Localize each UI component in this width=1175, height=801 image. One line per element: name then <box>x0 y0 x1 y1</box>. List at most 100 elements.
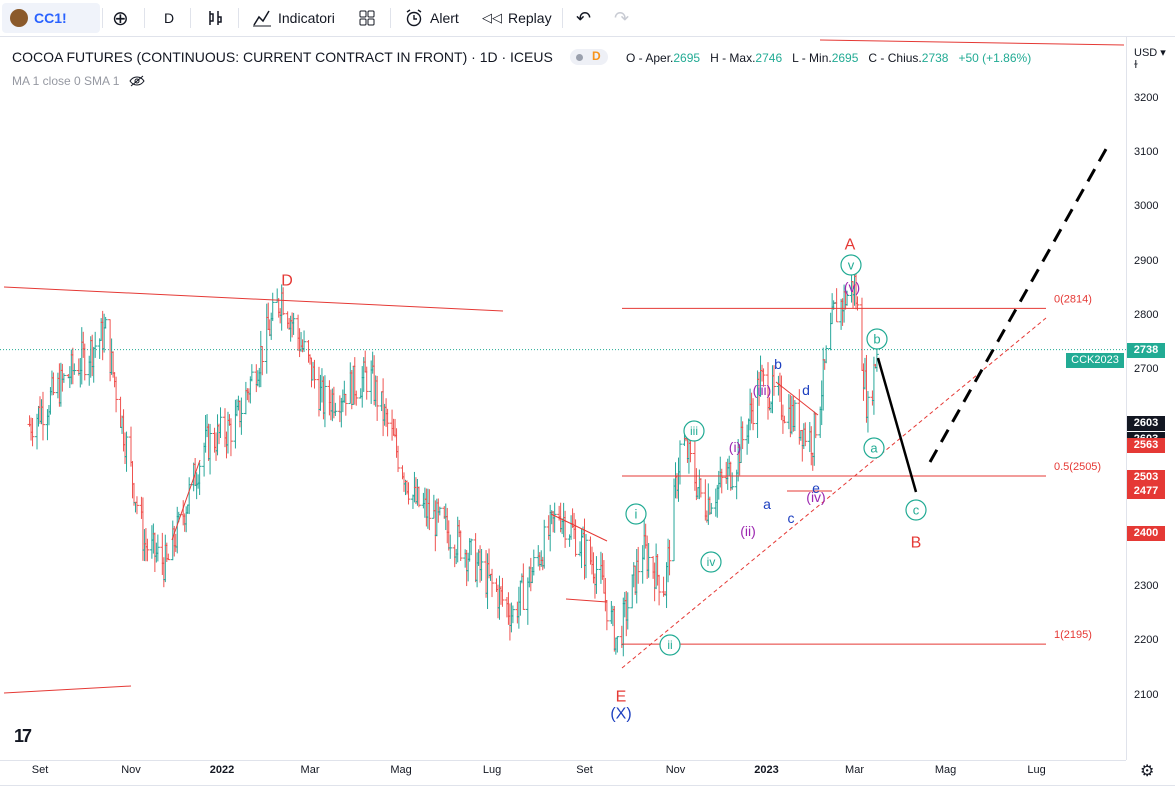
indicators-icon <box>253 10 271 27</box>
y-tick-label: 3100 <box>1134 146 1159 159</box>
close-value: 2738 <box>921 51 949 65</box>
tradingview-logo[interactable]: 17 <box>14 726 32 746</box>
toolbar-divider <box>562 8 563 28</box>
alarm-clock-icon <box>406 9 422 27</box>
interval-button[interactable]: D <box>164 0 174 36</box>
x-tick-label: Mag <box>934 764 957 776</box>
settings-gear-icon[interactable]: ⚙ <box>1140 763 1155 780</box>
replay-button[interactable]: ◁◁ Replay <box>482 0 552 36</box>
status-dot-icon <box>576 54 583 61</box>
indicators-button[interactable]: Indicatori <box>252 0 335 36</box>
chart-type-button[interactable] <box>206 0 224 36</box>
y-tick-label: 2800 <box>1134 308 1159 321</box>
symbol-search-button[interactable]: CC1! <box>2 3 100 33</box>
wave-label: (ii) <box>740 523 756 539</box>
x-tick-label: 2023 <box>754 764 779 776</box>
ma-label: MA 1 close 0 SMA 1 <box>12 74 120 88</box>
close-label: C - Chius. <box>868 51 922 65</box>
wave-label: b <box>774 356 782 372</box>
projection-dashed-line <box>928 141 1112 463</box>
wave-label-circle <box>625 503 647 525</box>
wave-label: v <box>848 258 855 273</box>
x-tick-label: Lug <box>482 764 502 776</box>
trendline-lower <box>3 685 132 694</box>
x-tick-label: Nov <box>121 764 141 776</box>
wave-label: (v) <box>844 279 860 295</box>
price-tag: 2400 <box>1127 525 1165 541</box>
trendline-d <box>3 286 504 312</box>
x-tick-label: Mar <box>300 764 320 776</box>
price-tag: 2477 <box>1127 484 1165 500</box>
ma-legend[interactable]: MA 1 close 0 SMA 1 <box>12 74 145 88</box>
y-tick-label: 3000 <box>1134 200 1159 213</box>
triangle-lower-line <box>565 598 608 603</box>
redo-button[interactable]: ↷ <box>614 0 629 36</box>
top-toolbar: CC1! ⊕ D Indicatori Alert ◁◁ Replay ↶ ↷ <box>0 0 1175 37</box>
x-tick-label: Set <box>31 764 49 776</box>
low-value: 2695 <box>831 51 859 65</box>
candles-layer <box>27 260 879 657</box>
triangle-upper-line-2 <box>775 381 819 416</box>
toolbar-divider <box>190 8 191 28</box>
channel-dashed-line <box>621 317 1047 669</box>
undo-icon: ↶ <box>576 7 592 28</box>
y-tick-label: 2700 <box>1134 363 1159 376</box>
plus-circle-icon: ⊕ <box>112 7 129 30</box>
wave-label-circle <box>863 437 885 459</box>
price-axis[interactable] <box>1126 37 1175 760</box>
y-tick-label: 3200 <box>1134 92 1159 104</box>
grid-icon <box>359 10 375 26</box>
wave-label: c <box>788 510 795 526</box>
layouts-button[interactable] <box>358 0 376 36</box>
wave-label: a <box>870 441 878 456</box>
eye-hidden-icon[interactable] <box>129 75 145 87</box>
symbol-label: CC1! <box>34 10 67 26</box>
x-tick-label: Mar <box>845 764 864 776</box>
trendline-small <box>171 459 201 541</box>
wave-label: a <box>763 496 771 512</box>
x-tick-label: Set <box>576 764 593 776</box>
x-tick-label: Nov <box>665 764 686 776</box>
x-tick-label: Mag <box>390 764 412 776</box>
toolbar-divider <box>144 8 145 28</box>
delay-flag: D <box>592 49 601 63</box>
wave-label: A <box>845 237 856 254</box>
indicators-label: Indicatori <box>278 10 335 26</box>
wave-label: c <box>913 503 920 518</box>
x-tick-label: 2022 <box>209 764 235 776</box>
wave-label-circle <box>866 328 888 350</box>
replay-label: Replay <box>508 10 552 26</box>
price-tag: 2603 <box>1127 415 1165 431</box>
wave-label-circle <box>683 420 705 442</box>
current-price-tag: 2738 <box>1127 342 1165 358</box>
data-status-pill[interactable]: D <box>570 49 608 65</box>
y-tick-label: 2200 <box>1134 634 1159 647</box>
wave-label: iv <box>707 555 716 569</box>
currency-label[interactable]: USD ▾ ɫ <box>1134 47 1166 71</box>
open-value: 2695 <box>673 51 701 65</box>
candles-icon <box>209 11 222 25</box>
wave-label-circle <box>659 634 681 656</box>
change-value: +50 (+1.86%) <box>958 51 1032 65</box>
add-symbol-button[interactable]: ⊕ <box>112 0 129 36</box>
alert-button[interactable]: Alert <box>404 0 459 36</box>
wave-label: b <box>873 332 880 347</box>
contract-label: CCK2023 <box>1066 353 1124 368</box>
low-label: L - Min. <box>792 51 832 65</box>
price-chart[interactable]: 0(2814)0.5(2505)1(2195)DE(X)ABv(v)b(iii)… <box>0 37 1126 760</box>
cocoa-logo-icon <box>10 9 28 27</box>
undo-button[interactable]: ↶ <box>576 0 591 36</box>
wave-label: e <box>812 480 820 496</box>
time-axis[interactable] <box>0 760 1126 785</box>
x-tick-label: Lug <box>1027 764 1046 776</box>
interval-label: D <box>164 10 175 26</box>
wave-label: iii <box>690 424 698 438</box>
wave-label: ii <box>667 638 672 652</box>
projection-solid-line <box>876 357 918 493</box>
fib-level-label: 0.5(2505) <box>1054 461 1101 473</box>
rewind-icon: ◁◁ <box>482 10 502 25</box>
ohlc-values: O - Aper.2695 H - Max.2746 L - Min.2695 … <box>626 51 1031 65</box>
wave-label: E <box>616 689 627 706</box>
wave-label: (X) <box>610 706 631 723</box>
trendline-top <box>819 39 1125 46</box>
